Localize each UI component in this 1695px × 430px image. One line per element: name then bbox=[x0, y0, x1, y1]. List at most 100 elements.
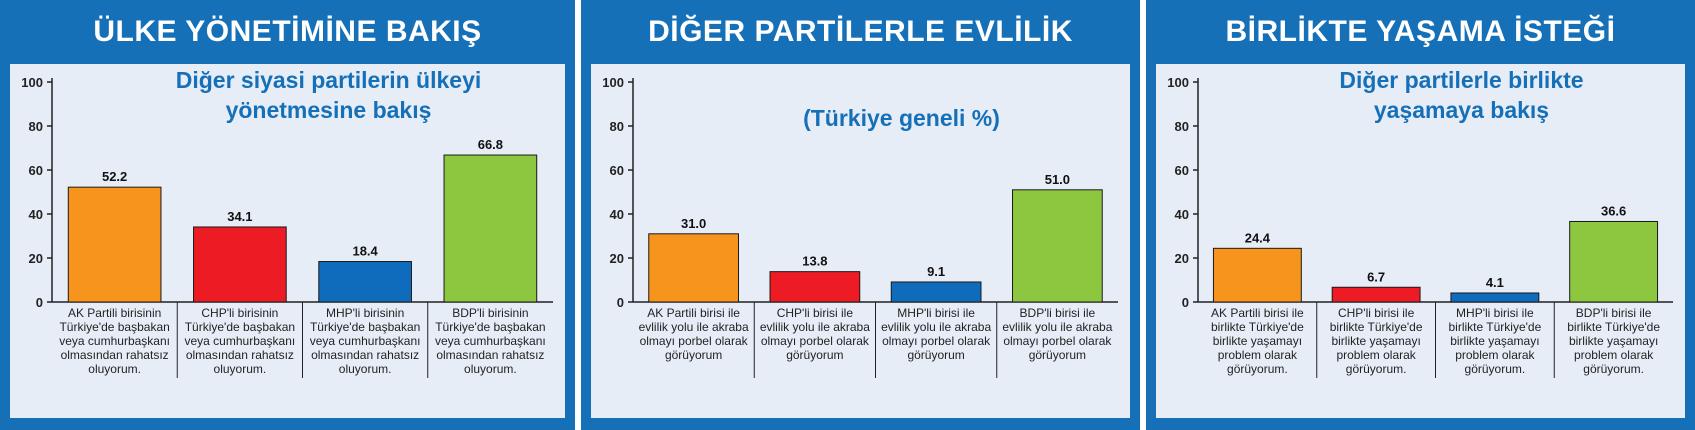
category-label-line: birlikte yaşamayı bbox=[1569, 334, 1658, 348]
category-label-line: Türkiye'de başbakan bbox=[59, 320, 169, 334]
category-label-line: oluyorum. bbox=[464, 362, 517, 376]
bar-value-label: 6.7 bbox=[1367, 269, 1385, 284]
category-label-line: veya cumhurbaşkanı bbox=[310, 334, 421, 348]
bar-value-label: 4.1 bbox=[1486, 275, 1504, 290]
bar-chart: 0 20 40 60 80 100 Diğer partilerle birlikte yaş… bbox=[1167, 67, 1673, 378]
category-label-line: olmasından rahatsız bbox=[311, 348, 419, 362]
category-label-line: birlikte Türkiye'de bbox=[1448, 320, 1541, 334]
category-label-line: MHP'li birisi ile bbox=[897, 306, 975, 320]
category-label-line: Türkiye'de başbakan bbox=[310, 320, 420, 334]
bar-chart: 0 20 40 60 80 100 (Türkiye geneli %) 31.0 AK Par… bbox=[602, 75, 1118, 378]
bar-value-label: 13.8 bbox=[802, 254, 827, 269]
y-tick-label: 80 bbox=[610, 119, 624, 134]
category-label-line: CHP'li birisi ile bbox=[1338, 306, 1415, 320]
category-label-line: birlikte Türkiye'de bbox=[1330, 320, 1423, 334]
bar bbox=[318, 261, 412, 303]
category-label-line: Türkiye'de başbakan bbox=[185, 320, 295, 334]
bar-value-label: 36.6 bbox=[1601, 203, 1626, 218]
bar bbox=[769, 271, 861, 303]
bar-value-label: 31.0 bbox=[681, 216, 706, 231]
category-label-line: problem olarak bbox=[1336, 348, 1416, 362]
bar bbox=[443, 154, 538, 303]
category-label-line: problem olarak bbox=[1218, 348, 1298, 362]
y-tick-label: 20 bbox=[29, 251, 43, 266]
category-label-line: olmayı porbel olarak bbox=[761, 334, 870, 348]
category-label-line: birlikte yaşamayı bbox=[1450, 334, 1539, 348]
category-label-line: birlikte Türkiye'de bbox=[1211, 320, 1304, 334]
category-label-line: oluyorum. bbox=[88, 362, 141, 376]
y-tick-label: 100 bbox=[602, 75, 624, 90]
category-label-line: görüyorum. bbox=[1583, 362, 1644, 376]
category-label-line: AK Partili birisi ile bbox=[1211, 306, 1304, 320]
category-label-line: oluyorum. bbox=[214, 362, 267, 376]
category-label-line: CHP'li birisinin bbox=[201, 306, 278, 320]
bar bbox=[1569, 220, 1659, 303]
category-label-line: görüyorum. bbox=[1227, 362, 1288, 376]
chart-title: ÜLKE YÖNETİMİNE BAKIŞ bbox=[93, 15, 482, 48]
chart-title: DİĞER PARTİLERLE EVLİLİK bbox=[648, 15, 1073, 48]
category-label-line: olmasından rahatsız bbox=[436, 348, 544, 362]
chart-subtitle-line: yaşamaya bakış bbox=[1374, 97, 1549, 123]
bar bbox=[1012, 189, 1103, 303]
y-tick-label: 100 bbox=[21, 75, 43, 90]
plot-area: 0 20 40 60 80 100 Diğer siyasi partilerin ülke… bbox=[10, 64, 565, 418]
y-tick-label: 20 bbox=[1175, 251, 1189, 266]
chart-panel-marriage: DİĞER PARTİLERLE EVLİLİK 0 20 40 60 80 100 (Tü… bbox=[581, 0, 1140, 430]
category-label-line: MHP'li birisinin bbox=[326, 306, 404, 320]
category-label-line: veya cumhurbaşkanı bbox=[185, 334, 296, 348]
y-tick-label: 0 bbox=[1182, 295, 1189, 310]
bar bbox=[1450, 292, 1540, 303]
category-label-line: BDP'li birisi ile bbox=[1576, 306, 1652, 320]
category-label-line: olmasından rahatsız bbox=[186, 348, 294, 362]
y-tick-label: 60 bbox=[1175, 163, 1189, 178]
y-tick-label: 80 bbox=[29, 119, 43, 134]
category-label-line: veya cumhurbaşkanı bbox=[59, 334, 170, 348]
bar-value-label: 66.8 bbox=[478, 137, 503, 152]
chart-title: BİRLİKTE YAŞAMA İSTEĞİ bbox=[1225, 15, 1616, 48]
category-label-line: görüyorum bbox=[1029, 348, 1086, 362]
category-label-line: problem olarak bbox=[1455, 348, 1535, 362]
chart-subtitle-line: Diğer partilerle birlikte bbox=[1339, 67, 1583, 93]
category-label-line: olmayı porbel olarak bbox=[1003, 334, 1112, 348]
bar-chart: 0 20 40 60 80 100 Diğer siyasi partilerin ülke… bbox=[21, 67, 553, 378]
y-tick-label: 80 bbox=[1175, 119, 1189, 134]
chart-subtitle-line: Diğer siyasi partilerin ülkeyi bbox=[176, 67, 482, 93]
chart-panel-living-together: BİRLİKTE YAŞAMA İSTEĞİ 0 20 40 60 80 100 Diğer… bbox=[1146, 0, 1695, 430]
category-label-line: Türkiye'de başbakan bbox=[435, 320, 545, 334]
category-label-line: görüyorum. bbox=[1465, 362, 1526, 376]
bar-value-label: 34.1 bbox=[227, 209, 252, 224]
category-label-line: MHP'li birisi ile bbox=[1456, 306, 1534, 320]
bar bbox=[648, 233, 739, 303]
category-label-line: oluyorum. bbox=[339, 362, 392, 376]
y-tick-label: 0 bbox=[617, 295, 624, 310]
category-label-line: AK Partili birisi ile bbox=[647, 306, 740, 320]
y-tick-label: 60 bbox=[29, 163, 43, 178]
category-label-line: olmayı porbel olarak bbox=[882, 334, 991, 348]
bar bbox=[193, 226, 287, 303]
category-label-line: görüyorum bbox=[665, 348, 722, 362]
chart-subtitle-line: (Türkiye geneli %) bbox=[803, 105, 1000, 131]
bar bbox=[1212, 247, 1302, 303]
plot-area: 0 20 40 60 80 100 Diğer partilerle birlikte yaş… bbox=[1156, 64, 1685, 418]
category-label-line: evlilik yolu ile akraba bbox=[881, 320, 991, 334]
y-tick-label: 40 bbox=[29, 207, 43, 222]
bar-value-label: 51.0 bbox=[1045, 172, 1070, 187]
y-tick-label: 20 bbox=[610, 251, 624, 266]
category-label-line: CHP'li birisi ile bbox=[777, 306, 854, 320]
y-tick-label: 60 bbox=[610, 163, 624, 178]
category-label-line: evlilik yolu ile akraba bbox=[639, 320, 749, 334]
category-label-line: AK Partili birisinin bbox=[68, 306, 161, 320]
bar bbox=[890, 281, 982, 303]
category-label-line: görüyorum bbox=[786, 348, 843, 362]
category-label-line: olmayı porbel olarak bbox=[640, 334, 749, 348]
chart-panel-country-governance: ÜLKE YÖNETİMİNE BAKIŞ 0 20 40 60 80 100 Diğer … bbox=[0, 0, 575, 430]
category-label-line: veya cumhurbaşkanı bbox=[435, 334, 546, 348]
category-label-line: BDP'li birisi ile bbox=[1020, 306, 1096, 320]
y-tick-label: 40 bbox=[610, 207, 624, 222]
category-label-line: problem olarak bbox=[1574, 348, 1654, 362]
bar-value-label: 9.1 bbox=[927, 264, 945, 279]
plot-area: 0 20 40 60 80 100 (Türkiye geneli %) 31.0 AK Par… bbox=[591, 64, 1130, 418]
category-label-line: birlikte yaşamayı bbox=[1331, 334, 1420, 348]
category-label-line: görüyorum bbox=[907, 348, 964, 362]
category-label-line: olmasından rahatsız bbox=[61, 348, 169, 362]
